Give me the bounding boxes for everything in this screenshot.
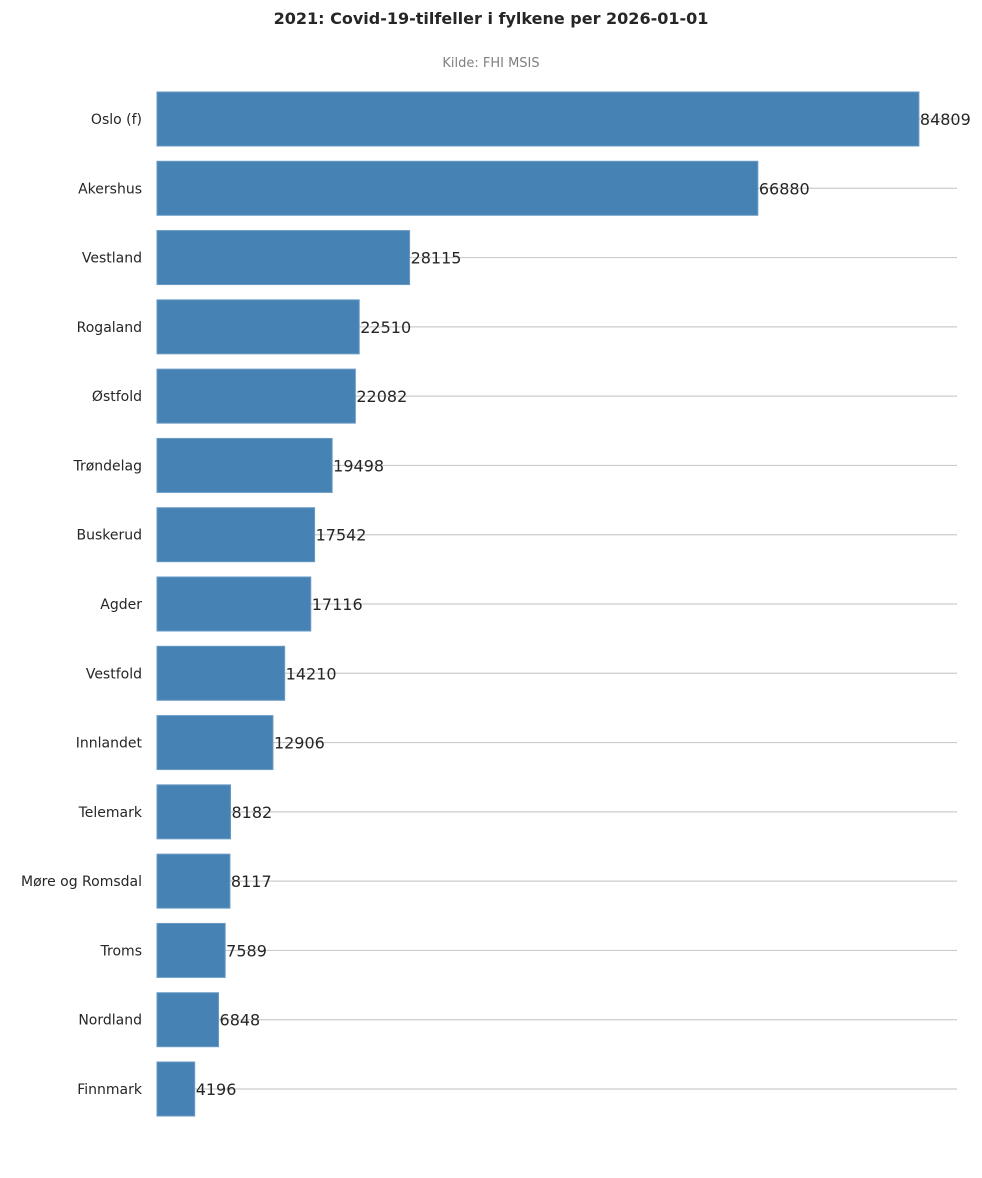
- category-label: Oslo (f): [91, 112, 142, 128]
- category-label: Møre og Romsdal: [21, 874, 142, 890]
- bar-4: [156, 368, 356, 424]
- category-label: Vestfold: [86, 666, 142, 682]
- data-label: 22082: [356, 387, 407, 406]
- bar-8: [156, 645, 286, 701]
- bar-9: [156, 715, 274, 771]
- chart-title: 2021: Covid-19-tilfeller i fylkene per 2…: [274, 9, 709, 28]
- data-label: 17542: [316, 526, 367, 545]
- category-label: Rogaland: [77, 320, 142, 336]
- bar-6: [156, 507, 316, 563]
- data-label: 19498: [333, 456, 384, 475]
- category-label: Troms: [100, 943, 142, 959]
- bar-1: [156, 160, 759, 216]
- bar-11: [156, 853, 231, 909]
- bar-14: [156, 1061, 196, 1117]
- data-label: 14210: [286, 664, 337, 683]
- data-label: 8117: [231, 872, 272, 891]
- bar-10: [156, 784, 232, 840]
- data-label: 66880: [759, 179, 810, 198]
- data-label: 6848: [220, 1011, 261, 1030]
- data-label: 17116: [312, 595, 363, 614]
- data-label: 22510: [360, 318, 411, 337]
- data-label: 8182: [232, 803, 273, 822]
- category-label: Trøndelag: [72, 458, 142, 474]
- category-label: Nordland: [78, 1013, 142, 1029]
- category-label: Vestland: [82, 251, 142, 267]
- bar-0: [156, 91, 920, 147]
- bar-12: [156, 922, 226, 978]
- data-label: 12906: [274, 734, 325, 753]
- data-label: 4196: [196, 1080, 237, 1099]
- bar-7: [156, 576, 312, 632]
- data-label: 7589: [226, 941, 267, 960]
- bar-13: [156, 992, 220, 1048]
- bar-5: [156, 437, 333, 493]
- data-label: 28115: [411, 249, 462, 268]
- bar-2: [156, 230, 411, 286]
- bar-3: [156, 299, 360, 355]
- chart-subtitle: Kilde: FHI MSIS: [442, 56, 539, 71]
- category-label: Akershus: [78, 181, 142, 197]
- category-label: Innlandet: [76, 736, 143, 752]
- data-label: 84809: [920, 110, 971, 129]
- category-label: Agder: [100, 597, 142, 613]
- category-label: Østfold: [92, 389, 142, 405]
- category-label: Buskerud: [76, 528, 142, 544]
- category-label: Telemark: [78, 805, 143, 821]
- category-label: Finnmark: [77, 1082, 143, 1098]
